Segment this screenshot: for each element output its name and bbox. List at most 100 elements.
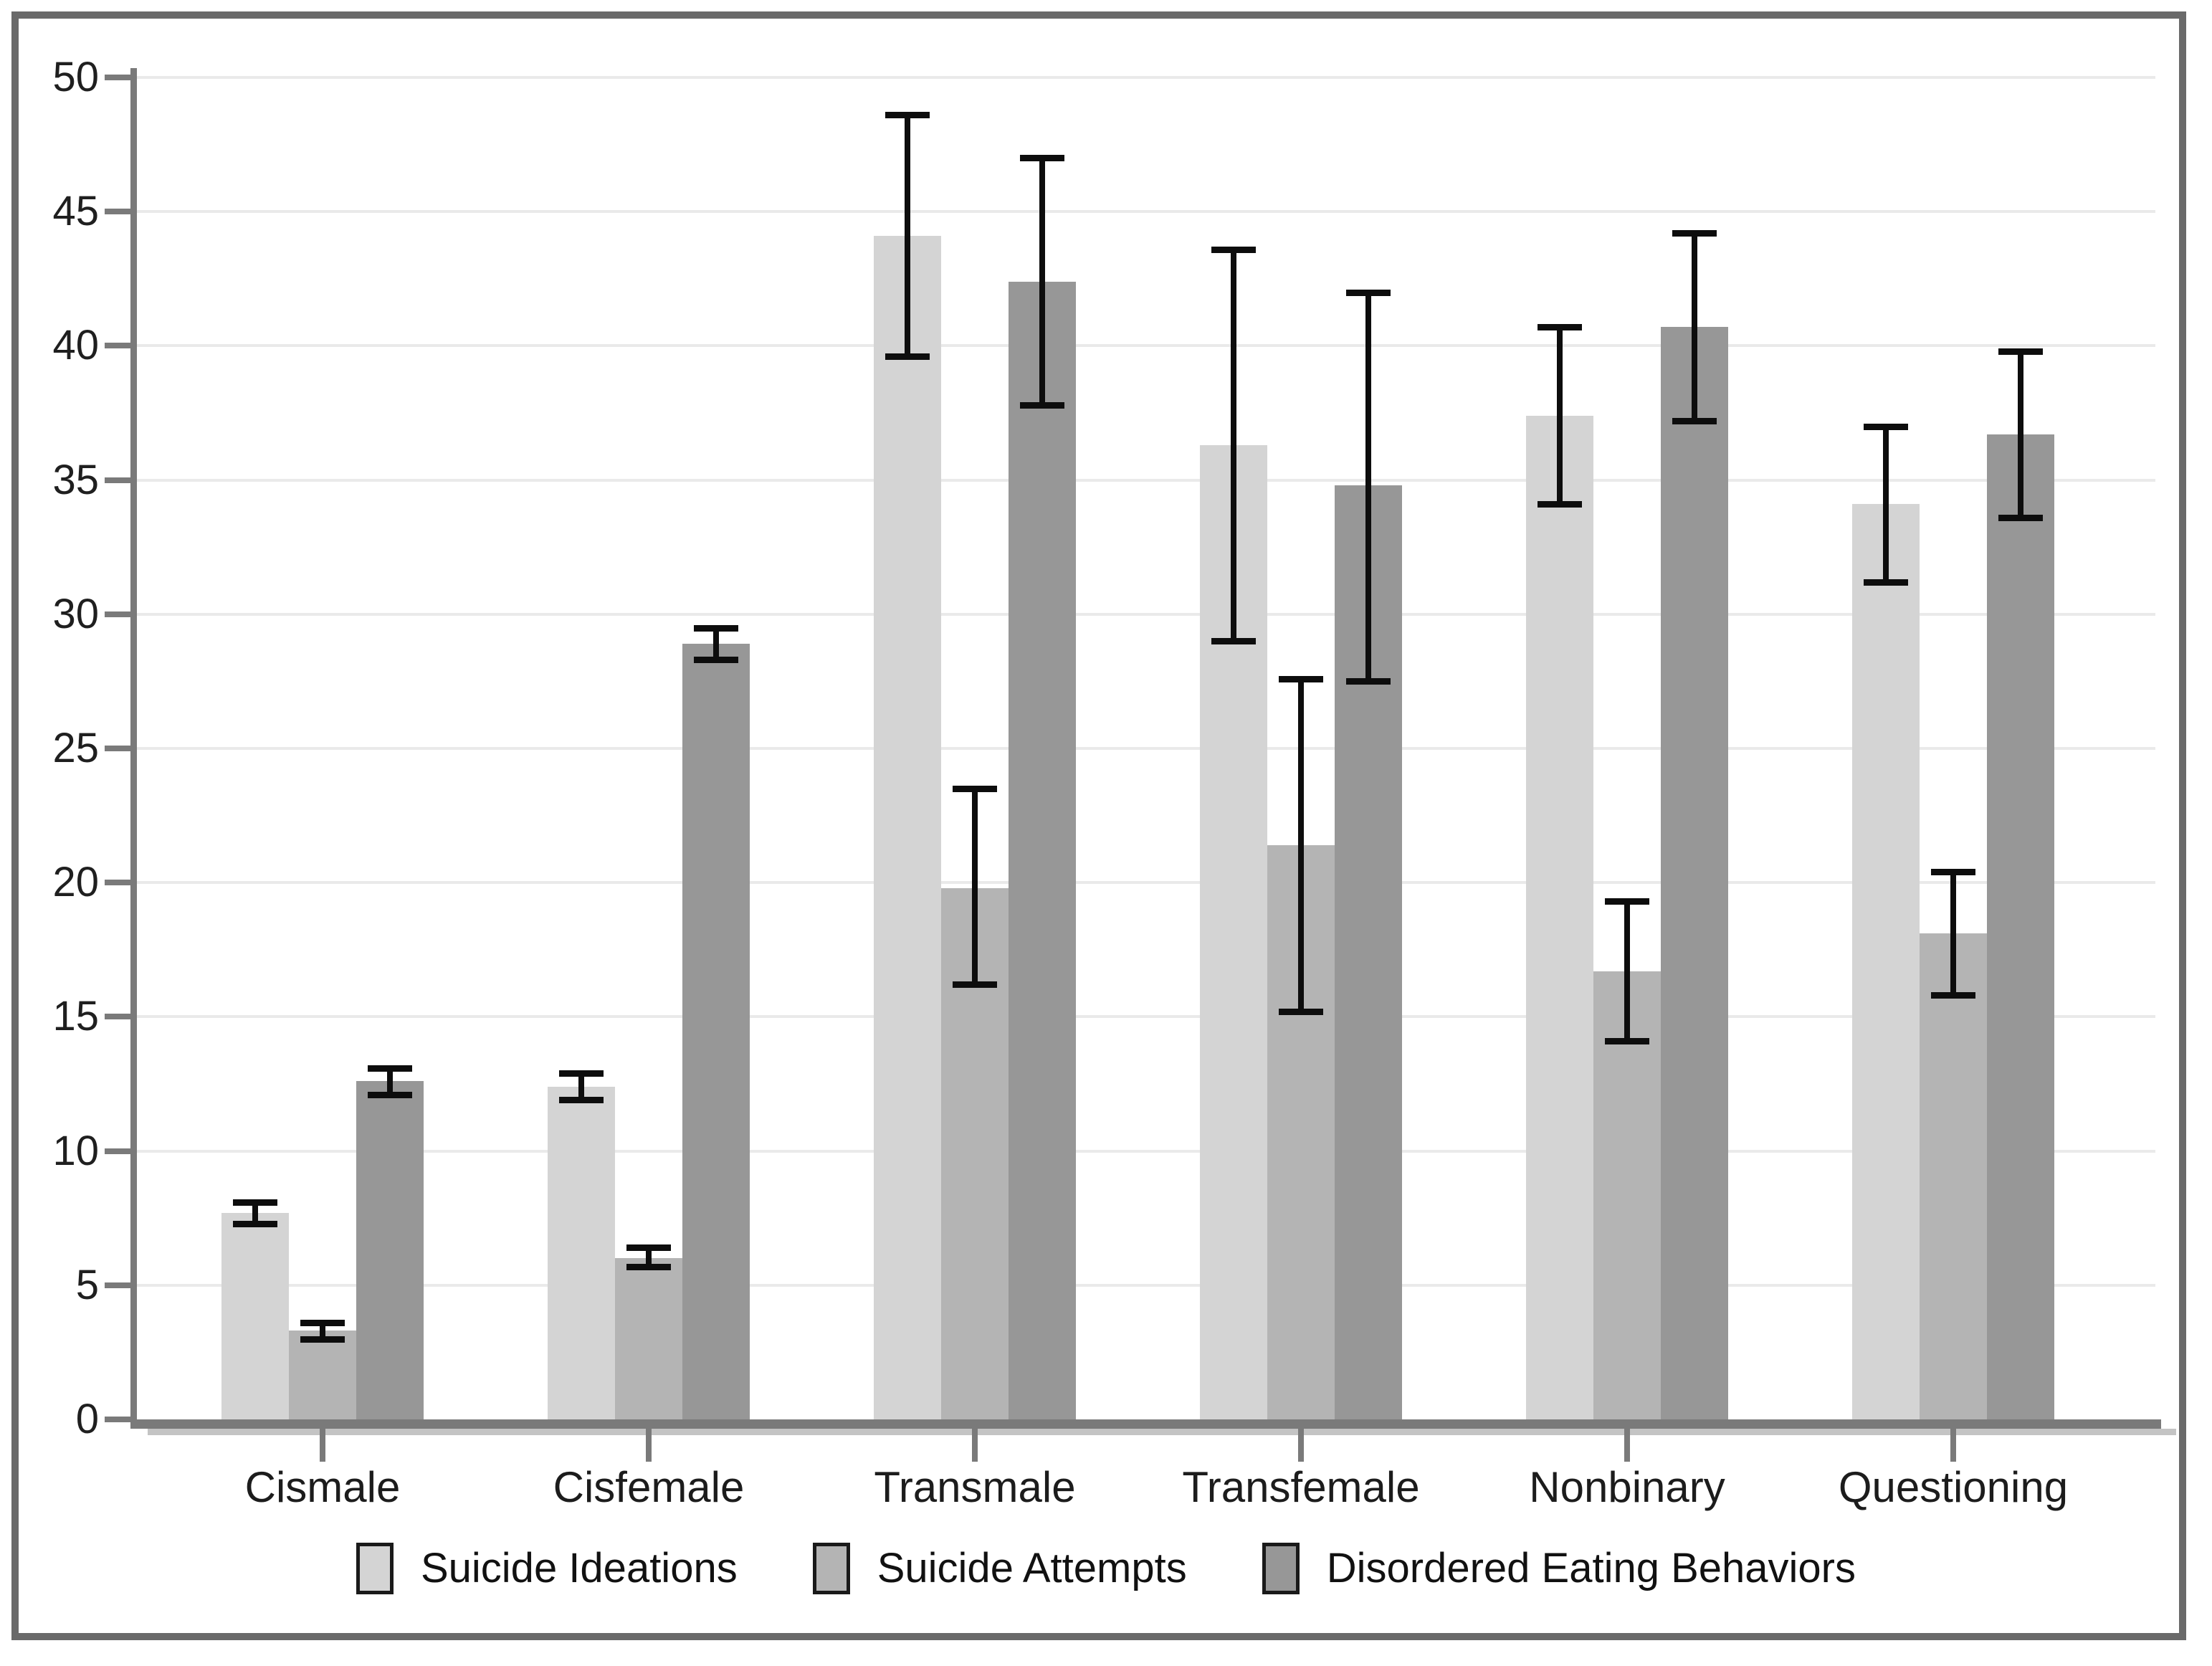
- error-bar-cap: [1211, 638, 1256, 645]
- y-tick-label: 0: [75, 1396, 99, 1442]
- gridline: [136, 1015, 2155, 1019]
- error-bar-cap: [1211, 246, 1256, 253]
- x-axis-line: [130, 1419, 2161, 1429]
- error-bar-cap: [1931, 869, 1975, 876]
- error-bar-cap: [1605, 1038, 1649, 1045]
- bar: [682, 643, 750, 1419]
- y-axis-tick: [105, 611, 132, 617]
- error-bar-line: [252, 1201, 258, 1224]
- x-axis-tick: [1624, 1429, 1630, 1462]
- bar: [548, 1086, 615, 1419]
- chart-outer-border: [11, 11, 2186, 1640]
- x-axis-tick: [646, 1429, 652, 1462]
- y-tick-label: 15: [52, 993, 99, 1040]
- x-axis-tick: [1950, 1429, 1956, 1462]
- bar: [1852, 504, 1920, 1419]
- legend-swatch: [356, 1543, 394, 1594]
- y-tick-label: 5: [75, 1261, 99, 1308]
- error-bar-cap: [1931, 992, 1975, 999]
- bar: [1593, 971, 1661, 1419]
- legend-label: Suicide Attempts: [877, 1545, 1187, 1591]
- error-bar-cap: [368, 1091, 412, 1098]
- x-axis-tick: [320, 1429, 325, 1462]
- gridline: [136, 881, 2155, 885]
- bar: [356, 1081, 424, 1419]
- error-bar-line: [2018, 351, 2023, 518]
- error-bar-line: [1039, 158, 1045, 405]
- x-category-label: Cismale: [244, 1463, 401, 1511]
- y-axis-tick: [105, 1282, 132, 1288]
- error-bar-line: [1298, 678, 1304, 1012]
- error-bar-cap: [1346, 678, 1391, 685]
- y-axis-tick: [105, 880, 132, 886]
- y-tick-label: 30: [52, 590, 99, 637]
- error-bar-line: [387, 1067, 393, 1095]
- x-category-label: Cisfemale: [553, 1463, 745, 1511]
- error-bar-cap: [1020, 155, 1064, 162]
- bar: [1987, 434, 2054, 1419]
- legend-item: Suicide Attempts: [812, 1543, 1187, 1594]
- error-bar-line: [1557, 327, 1563, 505]
- x-category-label: Transfemale: [1182, 1463, 1420, 1511]
- bar: [1009, 281, 1076, 1419]
- gridline: [136, 747, 2155, 750]
- error-bar-cap: [1998, 515, 2043, 522]
- error-bar-cap: [1020, 401, 1064, 409]
- error-bar-cap: [1538, 324, 1582, 331]
- y-tick-label: 20: [52, 859, 99, 906]
- gridline: [136, 1149, 2155, 1153]
- error-bar-cap: [1279, 675, 1323, 682]
- error-bar-cap: [1538, 501, 1582, 508]
- y-tick-label: 10: [52, 1127, 99, 1174]
- error-bar-cap: [1605, 898, 1649, 905]
- error-bar-line: [905, 115, 910, 357]
- y-tick-label: 50: [52, 54, 99, 100]
- legend-swatch: [1262, 1543, 1300, 1594]
- y-axis-tick: [105, 209, 132, 215]
- error-bar-cap: [233, 1220, 277, 1227]
- error-bar-cap: [953, 981, 997, 989]
- error-bar-cap: [953, 786, 997, 793]
- error-bar-cap: [1279, 1008, 1323, 1015]
- y-axis-tick: [105, 343, 132, 349]
- error-bar-cap: [300, 1336, 345, 1343]
- error-bar-cap: [300, 1320, 345, 1327]
- error-bar-line: [972, 789, 978, 985]
- y-axis-tick: [105, 75, 132, 80]
- error-bar-cap: [1864, 423, 1908, 430]
- gridline: [136, 76, 2155, 79]
- error-bar-cap: [885, 353, 930, 361]
- gridline: [136, 344, 2155, 348]
- gridline: [136, 612, 2155, 616]
- bar: [615, 1258, 682, 1419]
- error-bar-cap: [559, 1070, 604, 1077]
- error-bar-cap: [1346, 289, 1391, 296]
- legend-item: Disordered Eating Behaviors: [1262, 1543, 1856, 1594]
- error-bar-cap: [1998, 348, 2043, 355]
- x-category-label: Questioning: [1838, 1463, 2069, 1511]
- error-bar-line: [1883, 426, 1889, 582]
- gridline: [136, 478, 2155, 482]
- bar: [221, 1212, 289, 1419]
- y-axis-tick: [105, 477, 132, 483]
- gridline: [136, 1283, 2155, 1287]
- bar: [289, 1331, 356, 1419]
- legend: Suicide Ideations Suicide Attempts Disorde…: [0, 1543, 2212, 1594]
- error-bar-line: [646, 1247, 652, 1267]
- bar: [1920, 933, 1987, 1419]
- bar: [1661, 327, 1728, 1419]
- y-axis-tick: [105, 1148, 132, 1154]
- error-bar-line: [1950, 872, 1956, 996]
- gridline: [136, 210, 2155, 214]
- bar: [874, 235, 941, 1419]
- error-bar-cap: [1672, 418, 1717, 425]
- y-tick-label: 35: [52, 456, 99, 503]
- bar: [1526, 415, 1593, 1419]
- y-tick-label: 25: [52, 725, 99, 771]
- y-tick-label: 40: [52, 322, 99, 369]
- error-bar-cap: [368, 1065, 412, 1072]
- error-bar-cap: [233, 1199, 277, 1206]
- x-axis-tick: [972, 1429, 978, 1462]
- y-axis-tick: [105, 746, 132, 751]
